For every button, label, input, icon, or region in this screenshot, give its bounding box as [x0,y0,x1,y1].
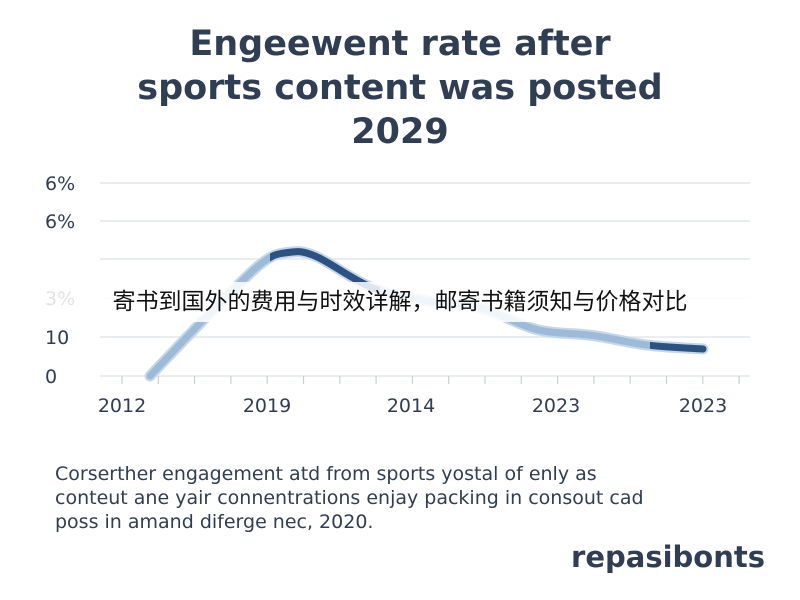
brand-logo: repasibonts [571,540,765,574]
x-tick-label: 2012 [98,395,146,417]
y-tick-label: 6% [45,173,75,195]
caption-line: conteut ane yair connentrations enjay pa… [55,487,644,509]
x-axis-ticks: 2012 2019 2014 2023 2023 [98,395,727,417]
chart-title-line: sports content was posted [137,68,663,108]
chart-title-line: Engeewent rate after [189,24,611,64]
x-tick-label: 2023 [532,395,580,417]
x-tick-label: 2023 [679,395,727,417]
x-tick-label: 2014 [387,395,435,417]
caption: Corserther engagement atd from sports yo… [55,462,765,534]
y-axis-ticks: 0103%6%6% [45,173,75,388]
y-tick-label: 0 [45,366,57,388]
caption-line: Corserther engagement atd from sports yo… [55,463,597,485]
y-tick-label: 6% [45,211,75,233]
y-tick-label: 10 [45,327,69,349]
x-tick-label: 2019 [243,395,291,417]
overlay-banner: 寄书到国外的费用与时效详解，邮寄书籍须知与价格对比 [0,282,800,322]
chart-title-line: 2029 [351,112,449,152]
chart-title: Engeewent rate after sports content was … [0,22,800,154]
caption-line: poss in amand diferge nec, 2020. [55,511,374,533]
